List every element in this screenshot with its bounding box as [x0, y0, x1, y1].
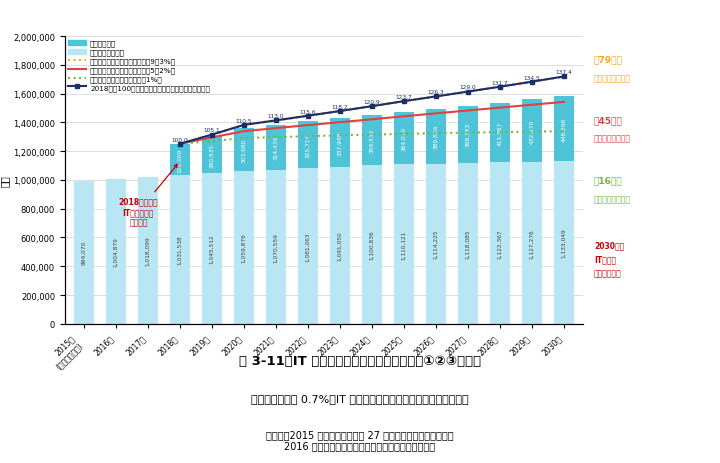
Bar: [394, 165, 415, 324]
Text: 105.1: 105.1: [204, 128, 220, 133]
Bar: [202, 174, 222, 324]
Bar: [266, 170, 287, 324]
Bar: [106, 180, 127, 324]
Bar: [490, 103, 510, 163]
Text: 100.0: 100.0: [171, 138, 189, 142]
Text: 2018年現在の
IT人材の需給
ギャップ: 2018年現在の IT人材の需給 ギャップ: [119, 165, 177, 227]
Text: 1,133,049: 1,133,049: [562, 228, 567, 257]
Bar: [233, 172, 254, 324]
Bar: [426, 164, 446, 324]
Text: 350,532: 350,532: [369, 129, 374, 153]
Text: 1,118,085: 1,118,085: [466, 229, 470, 259]
Text: 約45万人: 約45万人: [594, 116, 623, 125]
Text: 1,018,099: 1,018,099: [145, 236, 150, 266]
Text: 図 3-11　IT 人材需給に関する主な試算結果①②③の対比: 図 3-11 IT 人材需給に関する主な試算結果①②③の対比: [239, 355, 481, 368]
Bar: [521, 163, 542, 324]
Text: 337,948: 337,948: [338, 131, 343, 156]
Text: 1,114,225: 1,114,225: [433, 229, 438, 259]
Bar: [554, 97, 575, 162]
Bar: [297, 122, 318, 169]
Text: 需給ギャップ: 需給ギャップ: [594, 269, 622, 278]
Text: （出所）2015 年は総務省「平成 27 年国勢調査」によるもの、
2016 年以降は試算結果をもとにみずほ情報総研作成: （出所）2015 年は総務省「平成 27 年国勢調査」によるもの、 2016 年…: [266, 429, 454, 450]
Bar: [170, 176, 190, 324]
Text: 220,000: 220,000: [178, 148, 182, 172]
Bar: [521, 100, 542, 163]
Text: 131.7: 131.7: [492, 81, 508, 85]
Text: 415,387: 415,387: [498, 121, 503, 145]
Text: 2030年の: 2030年の: [594, 241, 624, 250]
Text: 398,183: 398,183: [466, 123, 470, 147]
Text: 303,680: 303,680: [241, 138, 246, 162]
Text: 126.3: 126.3: [428, 90, 444, 95]
Text: 110.5: 110.5: [235, 119, 252, 124]
Text: 1,091,050: 1,091,050: [338, 231, 343, 261]
Bar: [458, 106, 478, 163]
Text: 380,856: 380,856: [433, 125, 438, 149]
Text: 364,070: 364,070: [402, 126, 407, 151]
Text: 314,439: 314,439: [274, 136, 279, 160]
Text: 118.2: 118.2: [332, 105, 348, 110]
Bar: [490, 163, 510, 324]
Bar: [426, 110, 446, 164]
Bar: [138, 178, 158, 324]
Text: 994,070: 994,070: [81, 241, 86, 265]
Text: 約79万人: 約79万人: [594, 56, 623, 65]
Text: 1,110,121: 1,110,121: [402, 230, 407, 259]
Bar: [202, 137, 222, 174]
Text: 120.9: 120.9: [364, 100, 380, 105]
Bar: [554, 162, 575, 324]
Text: 1,045,512: 1,045,512: [210, 234, 215, 264]
Bar: [458, 163, 478, 324]
Text: 123.7: 123.7: [395, 95, 413, 100]
Text: 137.4: 137.4: [556, 70, 572, 75]
Text: （中位シナリオ）: （中位シナリオ）: [594, 134, 631, 144]
Legend: 不足数（人）, 供給人材数（人）, 高位シナリオ（需要の伸び：約9～3%）, 中位シナリオ（需要の伸び：約5～2%）, 低位シナリオ（需要の伸び：1%）, 20: 不足数（人）, 供給人材数（人）, 高位シナリオ（需要の伸び：約9～3%）, 中…: [68, 41, 210, 91]
Text: 1,127,276: 1,127,276: [529, 228, 534, 258]
Text: 129.0: 129.0: [459, 85, 477, 90]
Text: 432,270: 432,270: [529, 119, 534, 144]
Text: 113.0: 113.0: [268, 114, 284, 119]
Bar: [361, 166, 382, 324]
Bar: [330, 168, 351, 324]
Text: 134.5: 134.5: [523, 75, 541, 81]
Bar: [170, 144, 190, 176]
Text: 260,835: 260,835: [210, 143, 215, 168]
Y-axis label: 人数: 人数: [0, 175, 10, 187]
Text: 1,004,879: 1,004,879: [114, 237, 119, 267]
Bar: [73, 181, 94, 324]
Bar: [233, 128, 254, 172]
Text: （高位シナリオ）: （高位シナリオ）: [594, 74, 631, 83]
Text: （低位シナリオ）: （低位シナリオ）: [594, 194, 631, 204]
Text: 1,100,836: 1,100,836: [369, 230, 374, 260]
Text: 325,714: 325,714: [305, 133, 310, 158]
Bar: [361, 116, 382, 166]
Text: 115.6: 115.6: [300, 109, 316, 114]
Text: （生産性上昇率 0.7%、IT 需要の伸び「低位」「中位」「高位」）: （生産性上昇率 0.7%、IT 需要の伸び「低位」「中位」「高位」）: [251, 393, 469, 403]
Bar: [266, 125, 287, 170]
Bar: [394, 113, 415, 165]
Text: 1,070,559: 1,070,559: [274, 232, 279, 262]
Text: 約16万人: 約16万人: [594, 176, 623, 185]
Bar: [297, 169, 318, 324]
Bar: [330, 119, 351, 168]
Text: 1,059,876: 1,059,876: [241, 233, 246, 263]
Text: 448,596: 448,596: [562, 117, 567, 141]
Text: 1,081,063: 1,081,063: [305, 232, 310, 261]
Text: IT人材の: IT人材の: [594, 255, 616, 264]
Text: 1,031,538: 1,031,538: [178, 235, 182, 265]
Text: 1,122,367: 1,122,367: [498, 229, 503, 258]
